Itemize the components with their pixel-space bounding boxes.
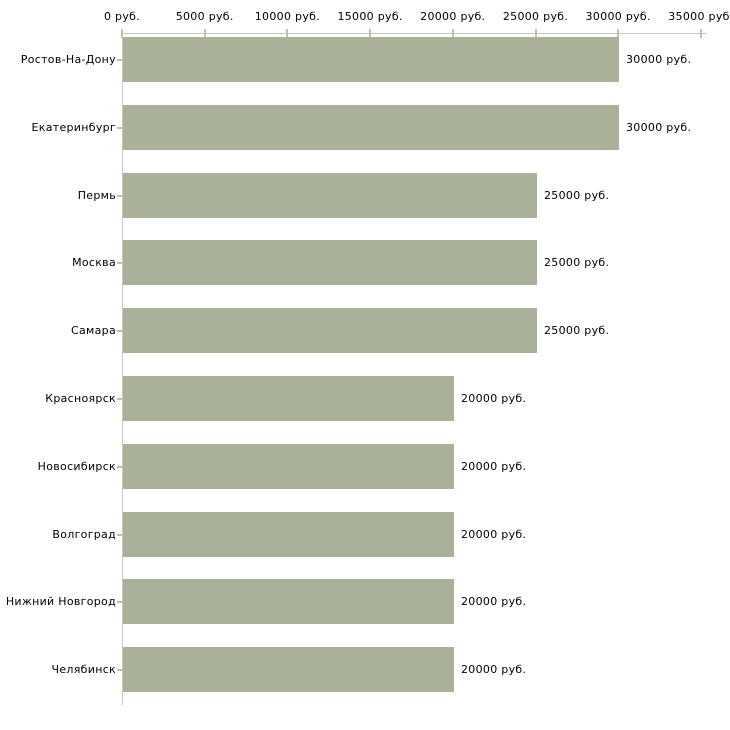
category-label: Ростов-На-Дону [20, 52, 116, 66]
bar [123, 308, 537, 353]
category-label: Москва [72, 255, 116, 269]
y-axis-tick-mark [117, 600, 122, 603]
x-axis-tick-mark [286, 29, 289, 38]
category-label: Красноярск [45, 391, 116, 405]
x-axis-tick-mark [203, 29, 206, 38]
x-axis-tick-mark [534, 29, 537, 38]
x-axis-tick-mark [451, 29, 454, 38]
y-axis-tick-mark [117, 668, 122, 671]
x-axis-tick-label: 0 руб. [103, 10, 141, 23]
value-label: 20000 руб. [461, 459, 527, 473]
bar [123, 512, 454, 557]
x-axis-tick-label: 25000 руб. [502, 10, 569, 23]
x-axis-line [122, 33, 707, 34]
y-axis-tick-mark [117, 465, 122, 468]
y-axis-tick-mark [117, 194, 122, 197]
value-label: 30000 руб. [626, 120, 692, 134]
value-label: 20000 руб. [461, 527, 527, 541]
value-label: 20000 руб. [461, 594, 527, 608]
bar [123, 37, 619, 82]
value-label: 25000 руб. [544, 323, 610, 337]
x-axis-tick-mark [617, 29, 620, 38]
y-axis-tick-mark [117, 533, 122, 536]
value-label: 20000 руб. [461, 662, 527, 676]
category-label: Самара [71, 323, 116, 337]
x-axis-tick-label: 15000 руб. [337, 10, 403, 23]
y-axis-line [122, 33, 123, 705]
y-axis-tick-mark [117, 126, 122, 129]
x-axis-tick-label: 10000 руб. [254, 10, 321, 23]
y-axis-tick-mark [117, 58, 122, 61]
x-axis-tick-mark [121, 29, 123, 38]
value-label: 25000 руб. [544, 188, 610, 202]
category-label: Челябинск [51, 662, 116, 676]
category-label: Пермь [77, 188, 116, 202]
y-axis-tick-mark [117, 261, 122, 264]
value-label: 30000 руб. [626, 52, 692, 66]
x-axis-tick-label: 5000 руб. [175, 10, 234, 23]
bar [123, 173, 537, 218]
bar [123, 105, 619, 150]
y-axis-tick-mark [117, 329, 122, 332]
value-label: 20000 руб. [461, 391, 527, 405]
category-label: Волгоград [52, 527, 116, 541]
bar [123, 376, 454, 421]
x-axis-tick-label: 35000 руб. [668, 10, 730, 23]
category-label: Нижний Новгород [5, 594, 116, 608]
category-label: Екатеринбург [31, 120, 116, 134]
category-label: Новосибирск [37, 459, 116, 473]
value-label: 25000 руб. [544, 255, 610, 269]
y-axis-tick-mark [117, 397, 122, 400]
bar [123, 240, 537, 285]
bar [123, 647, 454, 692]
bar [123, 444, 454, 489]
x-axis-tick-mark [699, 29, 702, 38]
x-axis-tick-label: 20000 руб. [420, 10, 486, 23]
bar [123, 579, 454, 624]
x-axis-tick-label: 30000 руб. [585, 10, 651, 23]
x-axis-tick-mark [369, 29, 372, 38]
